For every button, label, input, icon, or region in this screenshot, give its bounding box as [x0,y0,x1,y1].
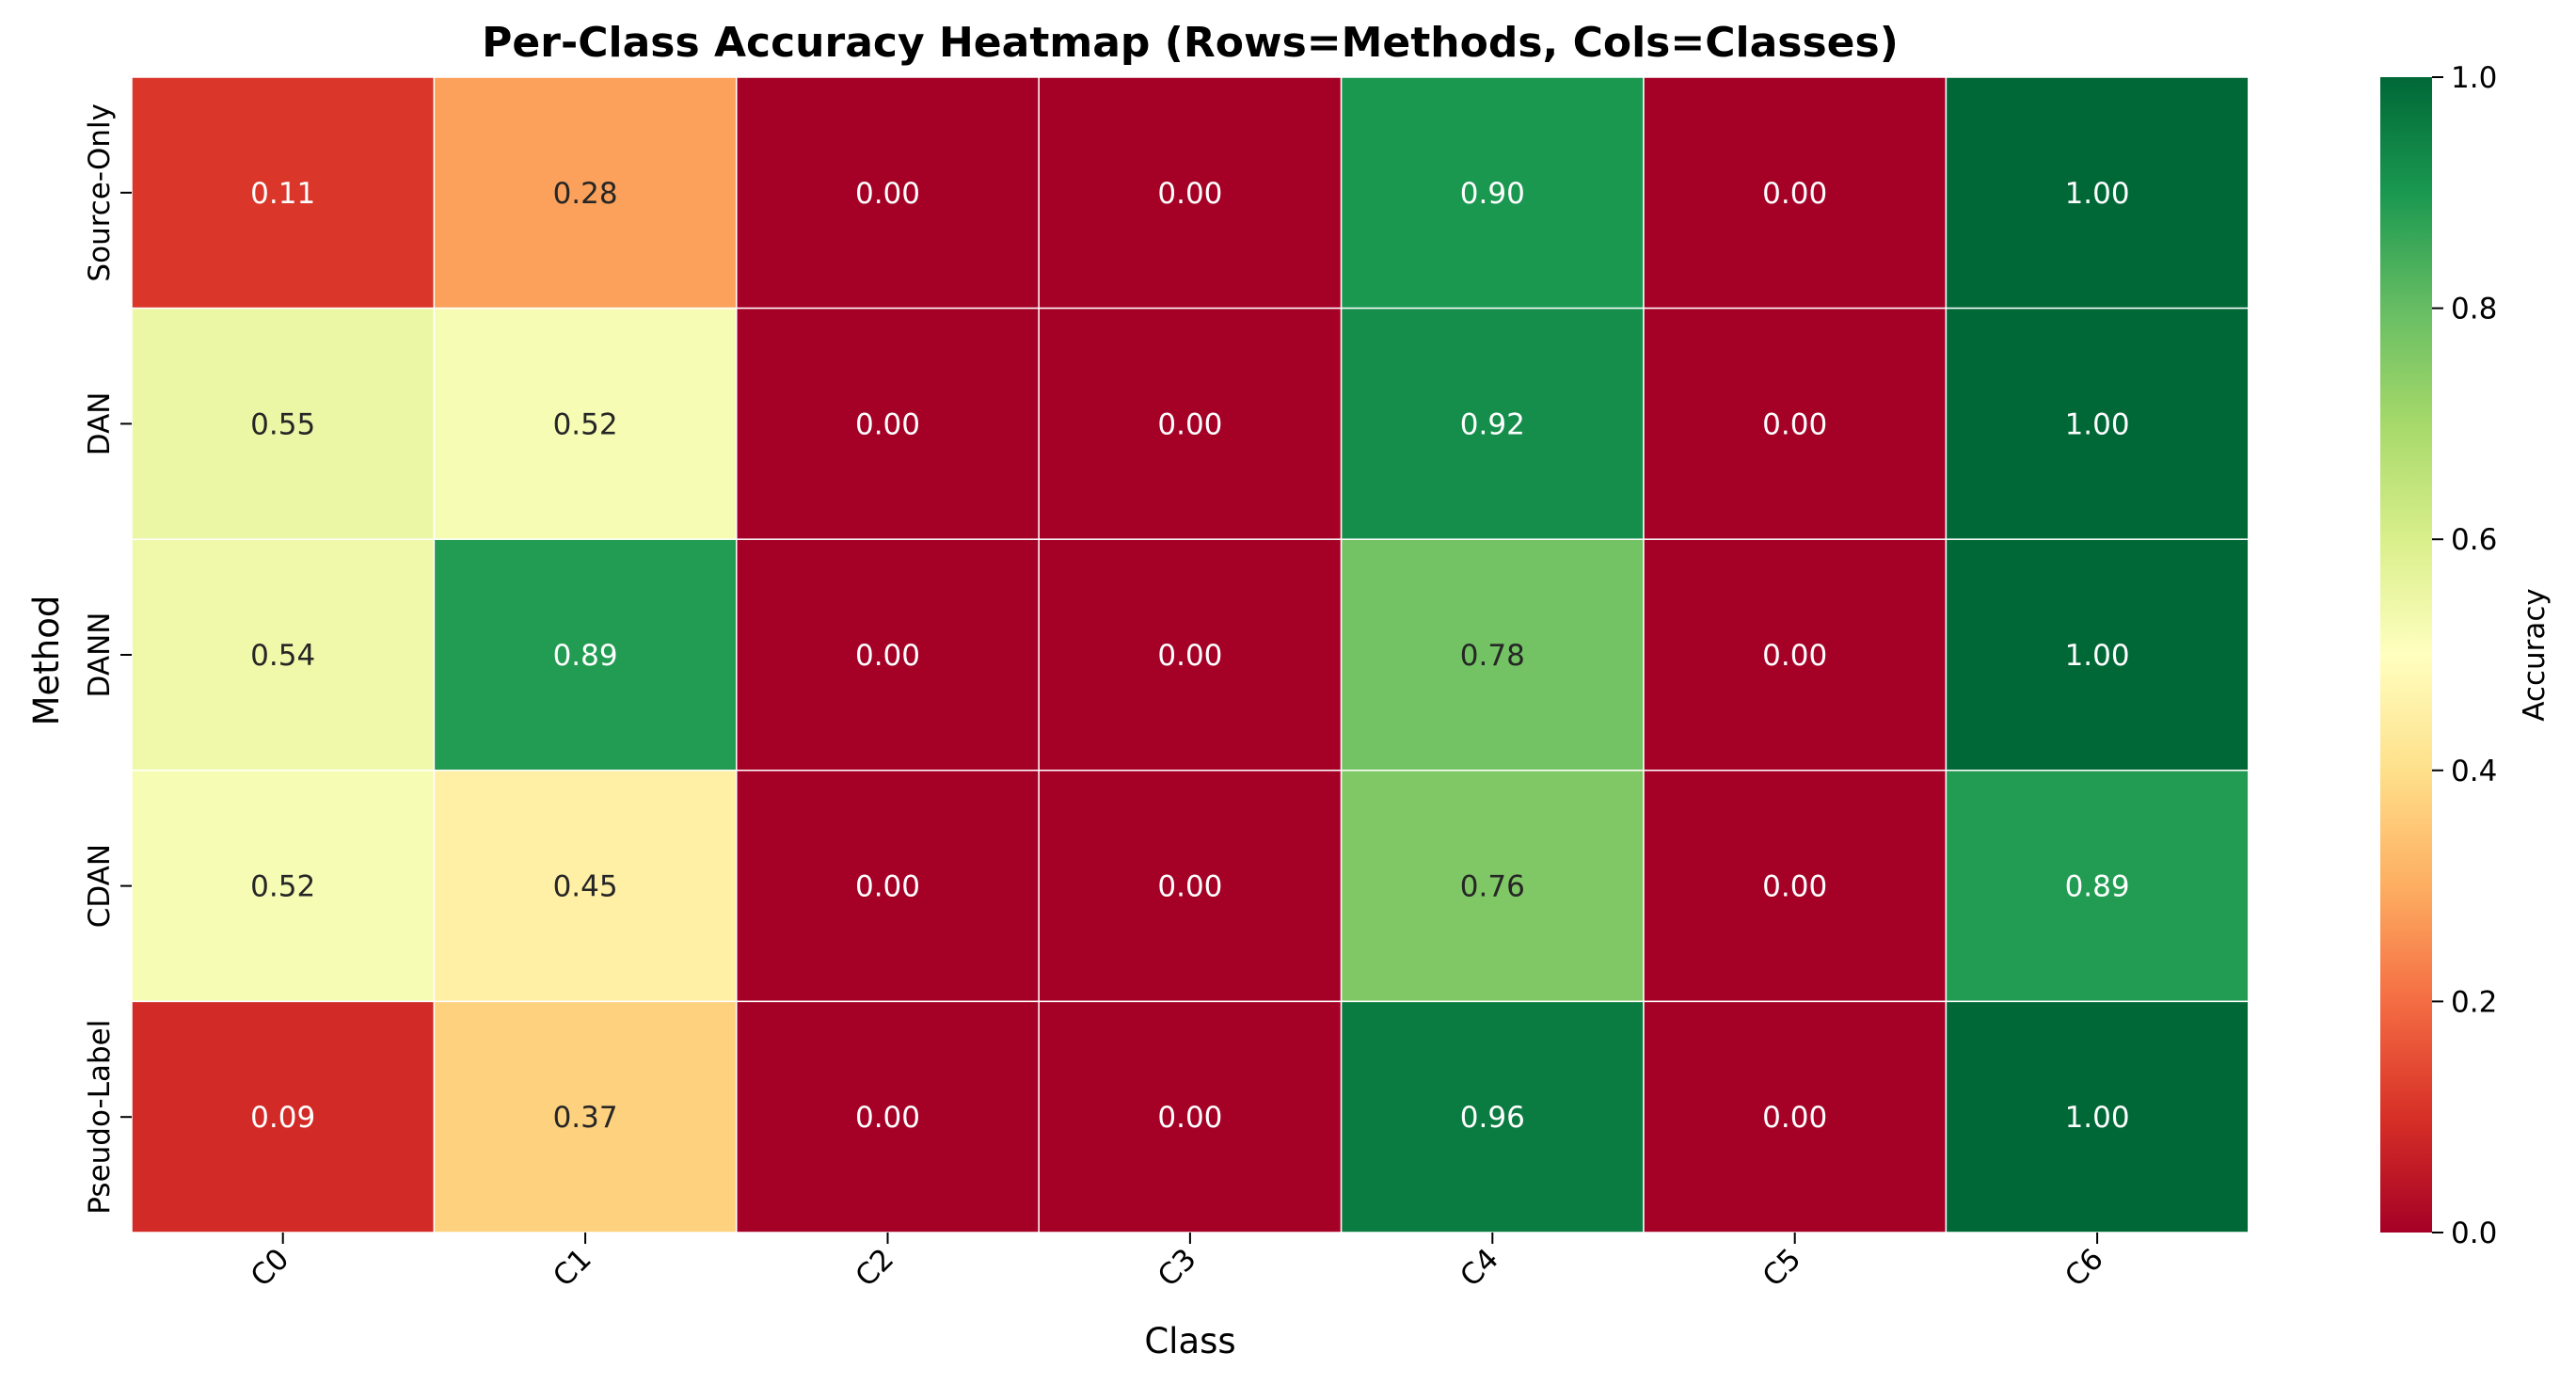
cell-value-label: 0.96 [1460,1101,1525,1135]
colorbar-tick-label: 0.0 [2451,1217,2497,1250]
cell-value-label: 0.00 [1762,1101,1827,1135]
row-tick-label: Pseudo-Label [83,1020,117,1215]
cell-value-label: 0.76 [1460,870,1525,904]
cell-value-label: 0.00 [1157,870,1222,904]
row-tick-label: DAN [83,392,117,456]
cell-value-label: 0.45 [553,870,618,904]
heatmap-cell [131,1000,436,1233]
cell-value-label: 1.00 [2065,639,2130,673]
cell-value-label: 0.78 [1460,639,1525,673]
cell-value-label: 0.00 [1762,870,1827,904]
cell-value-label: 0.55 [250,407,315,441]
colorbar-ticks: 0.0 0.2 0.4 0.6 0.8 1.0 [2432,61,2497,1250]
cell-value-label: 0.54 [250,639,315,673]
x-axis-label: Class [1144,1321,1235,1361]
col-tick-label: C6 [2059,1242,2110,1294]
heatmap-cell [131,76,436,310]
heatmap-cell [1038,76,1343,310]
heatmap-cell [1340,76,1645,310]
cell-value-label: 0.00 [1157,639,1222,673]
heatmap-cell [1643,1000,1948,1233]
heatmap-cell [433,538,738,772]
heatmap-cell [131,307,436,540]
colorbar-tick-label: 0.6 [2451,523,2497,557]
colorbar [2380,77,2432,1233]
row-tick-label: CDAN [83,844,117,928]
row-tick-label: DANN [83,612,117,698]
colorbar-label: Accuracy [2518,588,2552,722]
heatmap-cell [1340,307,1645,540]
heatmap-cell [1643,76,1948,310]
heatmap-cell [1340,770,1645,1003]
cell-value-label: 0.00 [1762,407,1827,441]
cell-value-label: 0.09 [250,1101,315,1135]
col-tick-label: C2 [849,1242,900,1294]
col-ticks: C0 C1 C2 C3 C4 C5 C6 [245,1233,2110,1294]
chart-title: Per-Class Accuracy Heatmap (Rows=Methods… [482,19,1899,67]
cell-value-label: 0.90 [1460,177,1525,211]
heatmap-cell [736,1000,1040,1233]
cell-value-label: 1.00 [2065,177,2130,211]
heatmap-cell [1945,1000,2250,1233]
heatmap-cell [1038,770,1343,1003]
cell-value-label: 0.00 [1762,177,1827,211]
heatmap-cell [1945,76,2250,310]
cell-value-label: 0.37 [553,1101,618,1135]
cell-value-label: 0.00 [1762,639,1827,673]
cell-value-label: 0.00 [1157,1101,1222,1135]
colorbar-tick-label: 0.4 [2451,755,2497,788]
col-tick-label: C0 [245,1242,296,1294]
heatmap-cell [736,307,1040,540]
heatmap-cell [1340,538,1645,772]
heatmap-cell [1945,538,2250,772]
heatmap-cell [1945,307,2250,540]
cell-value-label: 0.00 [855,1101,920,1135]
y-axis-label: Method [26,596,67,726]
cell-value-label: 0.52 [553,407,618,441]
col-tick-label: C3 [1152,1242,1203,1294]
colorbar-tick-label: 1.0 [2451,61,2497,95]
heatmap-cell [433,770,738,1003]
heatmap-cell [1643,538,1948,772]
cell-value-label: 0.89 [553,639,618,673]
col-tick-label: C4 [1454,1242,1505,1294]
cell-value-label: 1.00 [2065,407,2130,441]
cell-value-label: 0.00 [1157,177,1222,211]
cell-value-label: 0.92 [1460,407,1525,441]
cell-value-label: 0.89 [2065,870,2130,904]
heatmap-cell [1038,538,1343,772]
row-ticks: Source-Only DAN DANN CDAN Pseudo-Label [83,103,132,1215]
heatmap-cell [736,76,1040,310]
heatmap-cell [1643,307,1948,540]
cell-value-label: 0.00 [855,177,920,211]
col-tick-label: C1 [547,1242,598,1294]
heatmap-cells: 0.11 0.28 0.00 0.00 0.90 0.00 1.00 0.55 0.52 0.00… [131,76,2250,1233]
heatmap-cell [433,76,738,310]
cell-value-label: 1.00 [2065,1101,2130,1135]
colorbar-tick-label: 0.2 [2451,985,2497,1019]
heatmap-cell [131,770,436,1003]
cell-value-label: 0.00 [855,407,920,441]
cell-value-label: 0.00 [855,639,920,673]
heatmap-cell [1643,770,1948,1003]
heatmap-cell [131,538,436,772]
cell-value-label: 0.00 [1157,407,1222,441]
heatmap-cell [736,538,1040,772]
cell-value-label: 0.00 [855,870,920,904]
cell-value-label: 0.52 [250,870,315,904]
row-tick-label: Source-Only [83,103,117,282]
colorbar-tick-label: 0.8 [2451,293,2497,326]
cell-value-label: 0.11 [250,177,315,211]
col-tick-label: C5 [1757,1242,1808,1294]
heatmap-cell [1945,770,2250,1003]
cell-value-label: 0.28 [553,177,618,211]
